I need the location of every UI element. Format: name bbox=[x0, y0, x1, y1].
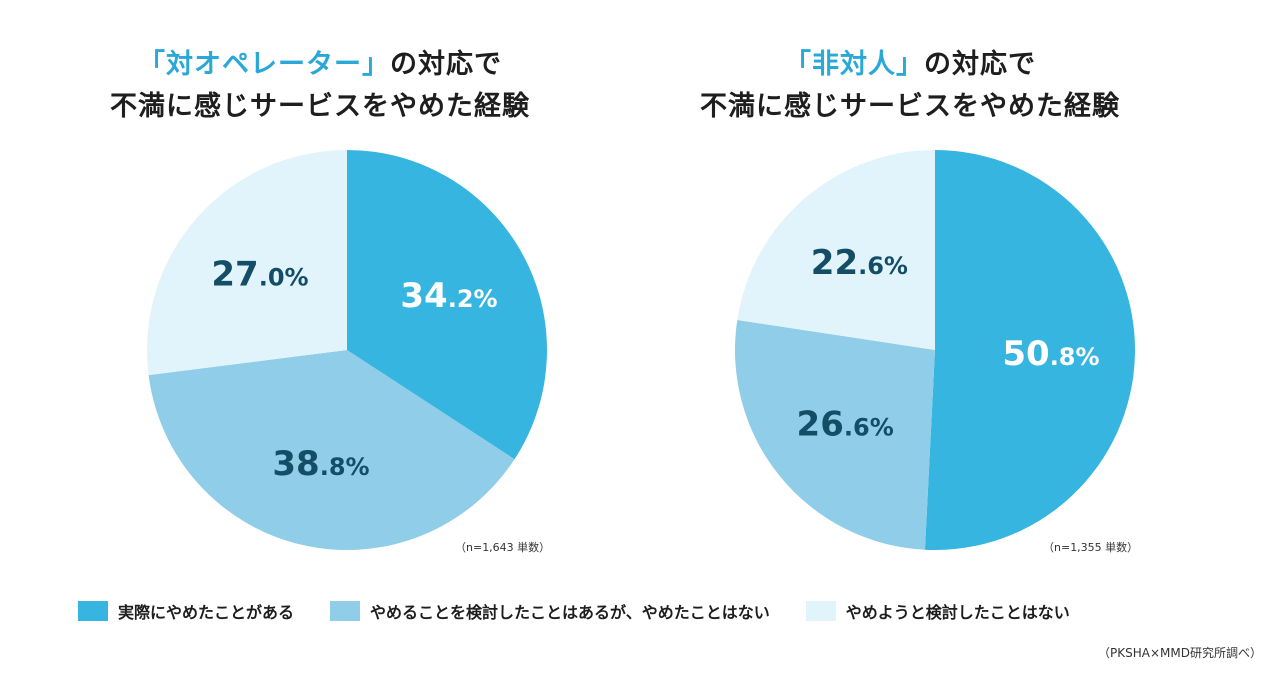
source-note: （PKSHA×MMD研究所調べ） bbox=[1098, 646, 1262, 660]
chart-right: 「非対人」の対応で 不満に感じサービスをやめた経験 50.8% 26.6% 22.6… bbox=[590, 0, 1230, 570]
pie-chart: 50.8% 26.6% 22.6% bbox=[735, 150, 1136, 550]
legend-item-not-considered: やめようと検討したことはない bbox=[805, 599, 1070, 623]
pie-slice bbox=[347, 150, 547, 460]
slice-value-label: 27.0% bbox=[211, 254, 308, 294]
slice-value-label: 26.6% bbox=[797, 404, 894, 444]
legend-item-actually-quit: 実際にやめたことがある bbox=[78, 599, 294, 623]
chart-title: 「非対人」の対応で 不満に感じサービスをやめた経験 bbox=[590, 44, 1230, 128]
slice-value-label: 22.6% bbox=[811, 243, 908, 283]
pie-slice bbox=[147, 150, 347, 376]
title-rest: の対応で bbox=[924, 49, 1036, 80]
legend-swatch bbox=[805, 601, 836, 621]
legend-swatch bbox=[330, 601, 361, 621]
title-line2: 不満に感じサービスをやめた経験 bbox=[700, 91, 1120, 122]
chart-title: 「対オペレーター」の対応で 不満に感じサービスをやめた経験 bbox=[0, 44, 640, 128]
pie-slice bbox=[924, 150, 1136, 550]
legend-label: 実際にやめたことがある bbox=[118, 603, 295, 622]
pie-slice bbox=[148, 350, 515, 550]
chart-left: 「対オペレーター」の対応で 不満に感じサービスをやめた経験 34.2% 38.8%… bbox=[0, 0, 640, 570]
pie-slice bbox=[737, 150, 935, 350]
title-accent: 「非対人」 bbox=[784, 49, 924, 80]
sample-size-note: （n=1,643 単数） bbox=[455, 541, 551, 554]
legend-label: やめようと検討したことはない bbox=[845, 603, 1070, 622]
pie-chart: 34.2% 38.8% 27.0% bbox=[147, 150, 547, 550]
legend: 実際にやめたことがある やめることを検討したことはあるが、やめたことはない やめ… bbox=[78, 598, 1260, 624]
slice-value-label: 50.8% bbox=[1002, 334, 1099, 374]
title-line2: 不満に感じサービスをやめた経験 bbox=[110, 91, 530, 122]
slice-value-label: 38.8% bbox=[272, 444, 369, 484]
sample-size-note: （n=1,355 単数） bbox=[1043, 541, 1139, 554]
legend-item-considered: やめることを検討したことはあるが、やめたことはない bbox=[330, 599, 770, 623]
title-rest: の対応で bbox=[390, 49, 502, 80]
slice-value-label: 34.2% bbox=[400, 276, 497, 316]
legend-swatch bbox=[78, 601, 108, 621]
legend-label: やめることを検討したことはあるが、やめたことはない bbox=[370, 603, 770, 622]
pie-slice bbox=[735, 319, 935, 550]
title-accent: 「対オペレーター」 bbox=[138, 49, 390, 80]
